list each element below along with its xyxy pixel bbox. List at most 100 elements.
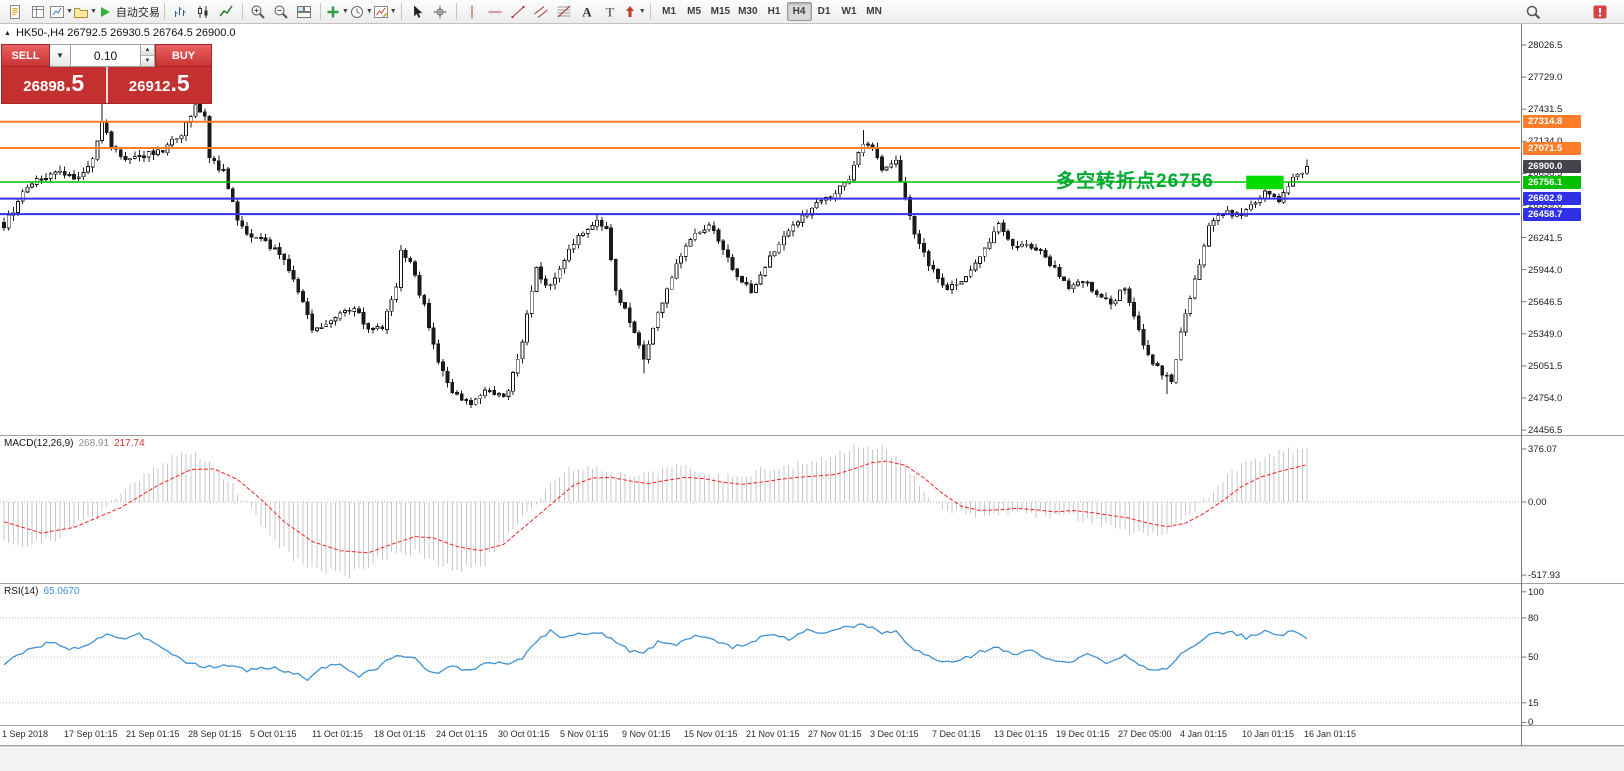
macd-tick-label: 376.07 bbox=[1528, 443, 1558, 455]
volume-input[interactable] bbox=[71, 45, 140, 66]
price-divider bbox=[105, 67, 108, 103]
periods-icon[interactable]: ▼ bbox=[349, 1, 373, 22]
timeframe-m5[interactable]: M5 bbox=[687, 6, 702, 17]
sell-button[interactable]: SELL bbox=[1, 44, 50, 67]
rsi-tick-label: 100 bbox=[1528, 586, 1544, 598]
dropdown-arrow-icon[interactable]: ▼ bbox=[389, 8, 397, 15]
sell-price-frac: .5 bbox=[65, 70, 85, 96]
chart-canvas[interactable] bbox=[0, 0, 1624, 746]
volume-dropdown-icon[interactable]: ▼ bbox=[50, 44, 71, 67]
zoom-out-icon-glyph bbox=[274, 5, 289, 19]
candlestick-chart-icon[interactable] bbox=[192, 1, 215, 22]
arrows-icon[interactable]: ▼ bbox=[622, 1, 646, 22]
price-tick-label: 27729.0 bbox=[1528, 72, 1563, 84]
timeframe-m30[interactable]: M30 bbox=[738, 6, 758, 17]
channel-icon[interactable] bbox=[530, 1, 553, 22]
templates-icon-glyph bbox=[373, 5, 388, 18]
zoom-out-icon[interactable] bbox=[270, 1, 293, 22]
time-axis-label: 5 Nov 01:15 bbox=[560, 729, 609, 739]
rsi-tick-label: 0 bbox=[1528, 717, 1534, 729]
arrows-icon-glyph bbox=[625, 5, 634, 17]
cursor-icon[interactable] bbox=[406, 1, 429, 22]
text-label-icon-glyph: T bbox=[606, 4, 615, 19]
horizontal-line-icon-glyph bbox=[488, 8, 502, 15]
line-chart-icon[interactable] bbox=[215, 1, 238, 22]
time-axis-label: 30 Oct 01:15 bbox=[498, 729, 550, 739]
templates-icon[interactable]: ▼ bbox=[373, 1, 397, 22]
annotation-text: 多空转折点26756 bbox=[1056, 171, 1214, 192]
price-tick-label: 25944.0 bbox=[1528, 264, 1563, 276]
trendline-icon[interactable] bbox=[507, 1, 530, 22]
vertical-line-icon-glyph bbox=[469, 5, 476, 18]
macd-indicator-label: MACD(12,26,9) 268.91 217.74 bbox=[4, 438, 145, 449]
new-chart-icon[interactable]: ▼ bbox=[49, 1, 73, 22]
timeframe-d1[interactable]: D1 bbox=[817, 6, 831, 17]
price-level-badge: 27314.8 bbox=[1523, 115, 1581, 129]
time-axis-label: 11 Oct 01:15 bbox=[312, 729, 363, 739]
svg-text:A: A bbox=[582, 4, 592, 19]
timeframe-w1[interactable]: W1 bbox=[841, 6, 857, 17]
volume-field bbox=[71, 44, 141, 67]
price-level-badge: 26900.0 bbox=[1523, 160, 1581, 173]
alert-icon[interactable] bbox=[1588, 1, 1611, 22]
toolbar: ▼ ▼ 自动交易 ▼ ▼ ▼ A T ▼ M1 M5 M15 M30 H1 H4 D1 W1 MN bbox=[0, 0, 1624, 24]
buy-price[interactable]: 26912.5 bbox=[108, 67, 212, 103]
time-axis-label: 18 Oct 01:15 bbox=[374, 729, 426, 739]
timeframe-m15[interactable]: M15 bbox=[710, 6, 731, 17]
bar-chart-icon[interactable] bbox=[169, 1, 192, 22]
text-icon[interactable]: A bbox=[576, 1, 599, 22]
price-tick-label: 25646.5 bbox=[1528, 296, 1563, 308]
toolbar-separator bbox=[455, 3, 457, 20]
new-order-icon[interactable] bbox=[3, 1, 26, 22]
text-label-icon[interactable]: T bbox=[599, 1, 622, 22]
price-tick-label: 24456.5 bbox=[1528, 425, 1563, 437]
timeframe-h1[interactable]: H1 bbox=[767, 6, 781, 17]
price-tick-label: 25349.0 bbox=[1528, 328, 1563, 340]
search-icon[interactable] bbox=[1521, 1, 1544, 22]
dropdown-arrow-icon[interactable]: ▼ bbox=[341, 8, 349, 15]
volume-spinner: ▲ ▼ bbox=[141, 44, 155, 67]
alert-icon-glyph bbox=[1593, 5, 1606, 18]
chart-title-row: ▲ HK50-,H4 26792.5 26930.5 26764.5 26900… bbox=[4, 27, 236, 39]
timeframe-h4[interactable]: H4 bbox=[786, 2, 812, 21]
horizontal-line-icon[interactable] bbox=[484, 1, 507, 22]
buy-price-main: 26912 bbox=[128, 78, 171, 95]
new-chart-icon-glyph bbox=[50, 5, 64, 18]
one-click-collapse-icon[interactable]: ▲ bbox=[4, 29, 11, 37]
dropdown-arrow-icon[interactable]: ▼ bbox=[365, 8, 373, 15]
tile-windows-icon[interactable] bbox=[293, 1, 316, 22]
profiles-icon[interactable]: ▼ bbox=[73, 1, 97, 22]
sell-price[interactable]: 26898.5 bbox=[2, 67, 106, 103]
timeframe-m1[interactable]: M1 bbox=[662, 6, 677, 17]
price-tick-label: 28026.5 bbox=[1528, 39, 1563, 51]
rsi-value: 65.0670 bbox=[43, 586, 80, 597]
channel-icon-glyph bbox=[534, 5, 548, 18]
timeframe-mn[interactable]: MN bbox=[866, 6, 882, 17]
vertical-line-icon[interactable] bbox=[461, 1, 484, 22]
dropdown-arrow-icon[interactable]: ▼ bbox=[638, 8, 646, 15]
rsi-name: RSI(14) bbox=[4, 586, 39, 597]
text-icon-glyph: A bbox=[582, 4, 592, 19]
dropdown-arrow-icon[interactable]: ▼ bbox=[66, 8, 73, 15]
indicators-icon[interactable]: ▼ bbox=[325, 1, 349, 22]
crosshair-icon[interactable] bbox=[429, 1, 452, 22]
tile-windows-icon-glyph bbox=[297, 5, 312, 18]
time-axis-label: 24 Oct 01:15 bbox=[436, 729, 488, 739]
buy-button[interactable]: BUY bbox=[155, 44, 212, 67]
volume-decrease-icon[interactable]: ▼ bbox=[141, 55, 154, 66]
toolbar-separator bbox=[400, 3, 402, 20]
autotrading-button[interactable]: 自动交易 bbox=[97, 1, 160, 22]
crosshair-icon-glyph bbox=[433, 5, 447, 18]
fibonacci-icon[interactable] bbox=[553, 1, 576, 22]
market-watch-icon-glyph bbox=[31, 5, 44, 18]
time-axis-label: 19 Dec 01:15 bbox=[1056, 729, 1110, 739]
trade-panel-controls: SELL ▼ ▲ ▼ BUY bbox=[1, 44, 212, 67]
volume-increase-icon[interactable]: ▲ bbox=[141, 45, 154, 55]
market-watch-icon[interactable] bbox=[26, 1, 49, 22]
zoom-in-icon[interactable] bbox=[247, 1, 270, 22]
price-level-badge: 27071.5 bbox=[1523, 141, 1581, 155]
macd-tick-label: -517.93 bbox=[1528, 570, 1561, 582]
rsi-indicator-label: RSI(14) 65.0670 bbox=[4, 586, 80, 597]
price-tick-label: 26539.0 bbox=[1528, 200, 1563, 212]
dropdown-arrow-icon[interactable]: ▼ bbox=[89, 8, 97, 15]
